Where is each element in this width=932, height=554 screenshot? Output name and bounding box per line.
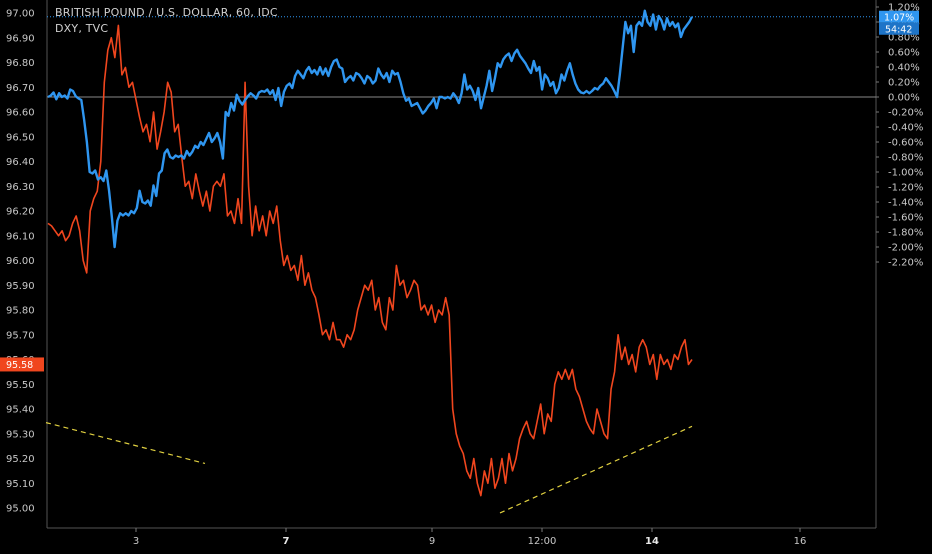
left-tag-label: 95.58: [6, 360, 33, 371]
left-axis-tick-label: 95.50: [6, 380, 35, 391]
left-axis-tick-label: 96.80: [6, 58, 35, 69]
left-axis-tick-label: 96.30: [6, 182, 35, 193]
right-axis-tick-label: -1.80%: [888, 228, 923, 239]
left-axis-tick-label: 95.90: [6, 281, 35, 292]
left-axis-tick-label: 95.10: [6, 479, 35, 490]
left-axis-tick-label: 96.00: [6, 256, 35, 267]
right-axis-tick-label: -0.80%: [888, 153, 923, 164]
right-axis-tick-label: -1.40%: [888, 198, 923, 209]
countdown-label: 54:42: [885, 24, 912, 35]
left-axis-tick-label: 95.70: [6, 330, 35, 341]
right-axis-tick-label: -2.20%: [888, 258, 923, 269]
left-axis-tick-label: 95.80: [6, 306, 35, 317]
countdown-background: [879, 22, 919, 35]
right-tag-label: 1.07%: [884, 12, 914, 23]
series-line-dxy[interactable]: [47, 24, 693, 497]
x-axis-tick-label: 9: [429, 536, 435, 547]
left-axis-tick-label: 96.60: [6, 108, 35, 119]
right-axis-tick-label: -0.40%: [888, 123, 923, 134]
right-current-value-tag: 1.07% 54:42: [879, 10, 919, 35]
left-axis-tick-label: 96.90: [6, 33, 35, 44]
right-axis-tick-label: 0.80%: [888, 33, 920, 44]
series-line-gbpusd[interactable]: [47, 9, 694, 249]
left-tag-background: [0, 357, 44, 372]
right-axis-tick-label: -1.20%: [888, 183, 923, 194]
x-axis-tick-label: 3: [133, 536, 139, 547]
left-axis-tick-label: 96.50: [6, 132, 35, 143]
left-axis-tick-label: 95.30: [6, 429, 35, 440]
trendlines[interactable]: [45, 422, 693, 514]
chart-subtitle: DXY, TVC: [55, 22, 108, 35]
right-axis-tick-label: -0.20%: [888, 108, 923, 119]
right-tag-background: [879, 10, 919, 23]
dashed-trendline[interactable]: [45, 422, 206, 465]
left-axis-tick-label: 95.00: [6, 504, 35, 515]
left-axis-ticks[interactable]: 97.00 96.90 96.80 96.70 96.60 96.50 96.40 96.30…: [6, 9, 35, 515]
left-axis-tick-label: 96.70: [6, 83, 35, 94]
right-axis-tick-label: 0.40%: [888, 63, 920, 74]
x-axis-tick-label: 14: [645, 536, 659, 547]
x-axis-tick-label: 12:00: [528, 536, 557, 547]
left-current-value-tag: 95.58: [0, 357, 44, 372]
x-axis-tick-label: 16: [794, 536, 807, 547]
right-axis-tick-label: -1.60%: [888, 213, 923, 224]
left-axis-tick-label: 96.20: [6, 207, 35, 218]
left-axis-tick-label: 97.00: [6, 9, 35, 20]
left-axis-tick-label: 96.10: [6, 231, 35, 242]
right-axis-tick-label: 0.60%: [888, 48, 920, 59]
left-axis-tick-label: 95.20: [6, 454, 35, 465]
right-axis-tick-label: 0.00%: [888, 93, 920, 104]
right-axis-tick-label: 1.20%: [888, 3, 920, 14]
dashed-trendline[interactable]: [499, 425, 693, 514]
right-axis-tick-label: -1.00%: [888, 168, 923, 179]
left-axis-tick-label: 95.40: [6, 405, 35, 416]
x-axis-ticks[interactable]: 3 7 9 12:00 14 16: [133, 528, 807, 547]
left-axis-tick-label: 96.40: [6, 157, 35, 168]
right-axis-tick-label: 0.20%: [888, 78, 920, 89]
chart-title: BRITISH POUND / U.S. DOLLAR, 60, IDC: [55, 6, 278, 19]
right-axis-tick-label: -2.00%: [888, 243, 923, 254]
x-axis-tick-label: 7: [283, 536, 290, 547]
right-axis-tick-label: -0.60%: [888, 138, 923, 149]
